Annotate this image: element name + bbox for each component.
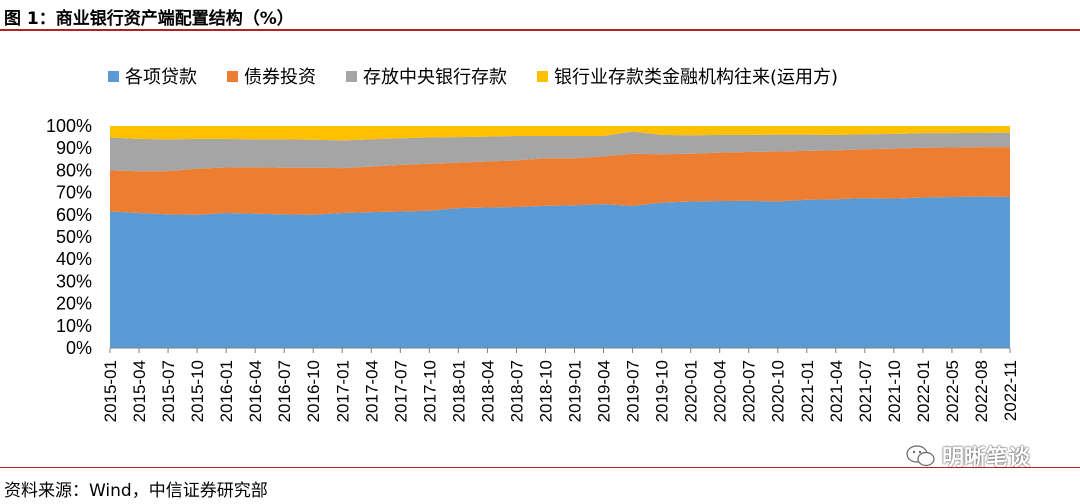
- x-tick-label: 2015-04: [130, 360, 149, 422]
- x-tick-label: 2020-10: [769, 360, 788, 422]
- y-tick-label: 30%: [56, 271, 92, 291]
- x-tick-label: 2020-04: [711, 360, 730, 422]
- x-tick-label: 2015-10: [188, 360, 207, 422]
- area-series-3: [110, 131, 1010, 172]
- area-series-1: [110, 196, 1010, 348]
- x-tick-label: 2019-07: [624, 360, 643, 422]
- legend-swatch-central-bank: [346, 70, 357, 82]
- x-tick-label: 2022-01: [914, 360, 933, 422]
- x-tick-label: 2016-10: [304, 360, 323, 422]
- x-tick-label: 2021-04: [827, 360, 846, 422]
- figure-title: 图 1：商业银行资产端配置结构（%）: [4, 9, 294, 29]
- chart-legend: 各项贷款 债券投资 存放中央银行存款 银行业存款类金融机构往来(运用方): [108, 63, 838, 89]
- x-tick-label: 2016-01: [217, 360, 236, 422]
- area-series-2: [110, 147, 1010, 215]
- legend-swatch-loans: [108, 70, 119, 82]
- y-tick-label: 80%: [56, 160, 92, 180]
- source-note: 资料来源：Wind，中信证券研究部: [4, 481, 268, 501]
- legend-swatch-bonds: [227, 70, 238, 82]
- x-tick-label: 2019-04: [595, 360, 614, 422]
- y-tick-label: 10%: [56, 316, 92, 336]
- x-tick-label: 2019-01: [566, 360, 585, 422]
- x-tick-label: 2022-08: [972, 360, 991, 422]
- legend-label-interbank: 银行业存款类金融机构往来(运用方): [554, 67, 839, 88]
- source-rule: [0, 467, 1080, 468]
- x-tick-label: 2015-01: [101, 360, 120, 422]
- x-tick-label: 2016-07: [275, 360, 294, 422]
- x-tick-label: 2020-07: [740, 360, 759, 422]
- legend-item-bonds: 债券投资: [227, 63, 316, 89]
- x-tick-label: 2015-07: [159, 360, 178, 422]
- title-rule: [0, 29, 1080, 31]
- x-tick-label: 2022-11: [1001, 360, 1020, 421]
- x-tick-label: 2022-05: [943, 360, 962, 422]
- watermark: 明晰笔谈: [906, 440, 1030, 472]
- x-tick-label: 2021-10: [885, 360, 904, 422]
- y-tick-label: 50%: [56, 227, 92, 247]
- x-tick-label: 2019-10: [653, 360, 672, 422]
- x-tick-label: 2016-04: [246, 360, 265, 422]
- legend-label-bonds: 债券投资: [244, 67, 316, 88]
- x-tick-label: 2018-01: [449, 360, 468, 422]
- x-tick-label: 2017-07: [391, 360, 410, 422]
- legend-item-loans: 各项贷款: [108, 63, 197, 89]
- x-tick-label: 2017-04: [362, 360, 381, 422]
- x-tick-label: 2018-10: [536, 360, 555, 422]
- y-tick-label: 40%: [56, 249, 92, 269]
- y-tick-label: 70%: [56, 183, 92, 203]
- wechat-icon: [906, 445, 935, 467]
- x-tick-label: 2017-10: [420, 360, 439, 422]
- legend-item-central-bank: 存放中央银行存款: [346, 63, 507, 89]
- legend-label-loans: 各项贷款: [125, 67, 197, 88]
- x-tick-label: 2021-01: [798, 360, 817, 422]
- watermark-text: 明晰笔谈: [942, 446, 1031, 471]
- y-tick-label: 0%: [66, 338, 92, 358]
- x-tick-label: 2020-01: [682, 360, 701, 422]
- x-tick-label: 2021-07: [856, 360, 875, 422]
- legend-label-central-bank: 存放中央银行存款: [363, 67, 507, 88]
- y-tick-label: 20%: [56, 294, 92, 314]
- x-tick-label: 2017-01: [333, 360, 352, 422]
- y-tick-label: 100%: [46, 116, 92, 136]
- x-tick-label: 2018-07: [507, 360, 526, 422]
- legend-item-interbank: 银行业存款类金融机构往来(运用方): [537, 63, 838, 89]
- x-tick-label: 2018-04: [478, 360, 497, 422]
- y-tick-label: 60%: [56, 205, 92, 225]
- area-series-4: [110, 126, 1010, 141]
- legend-swatch-interbank: [537, 70, 548, 82]
- y-tick-label: 90%: [56, 138, 92, 158]
